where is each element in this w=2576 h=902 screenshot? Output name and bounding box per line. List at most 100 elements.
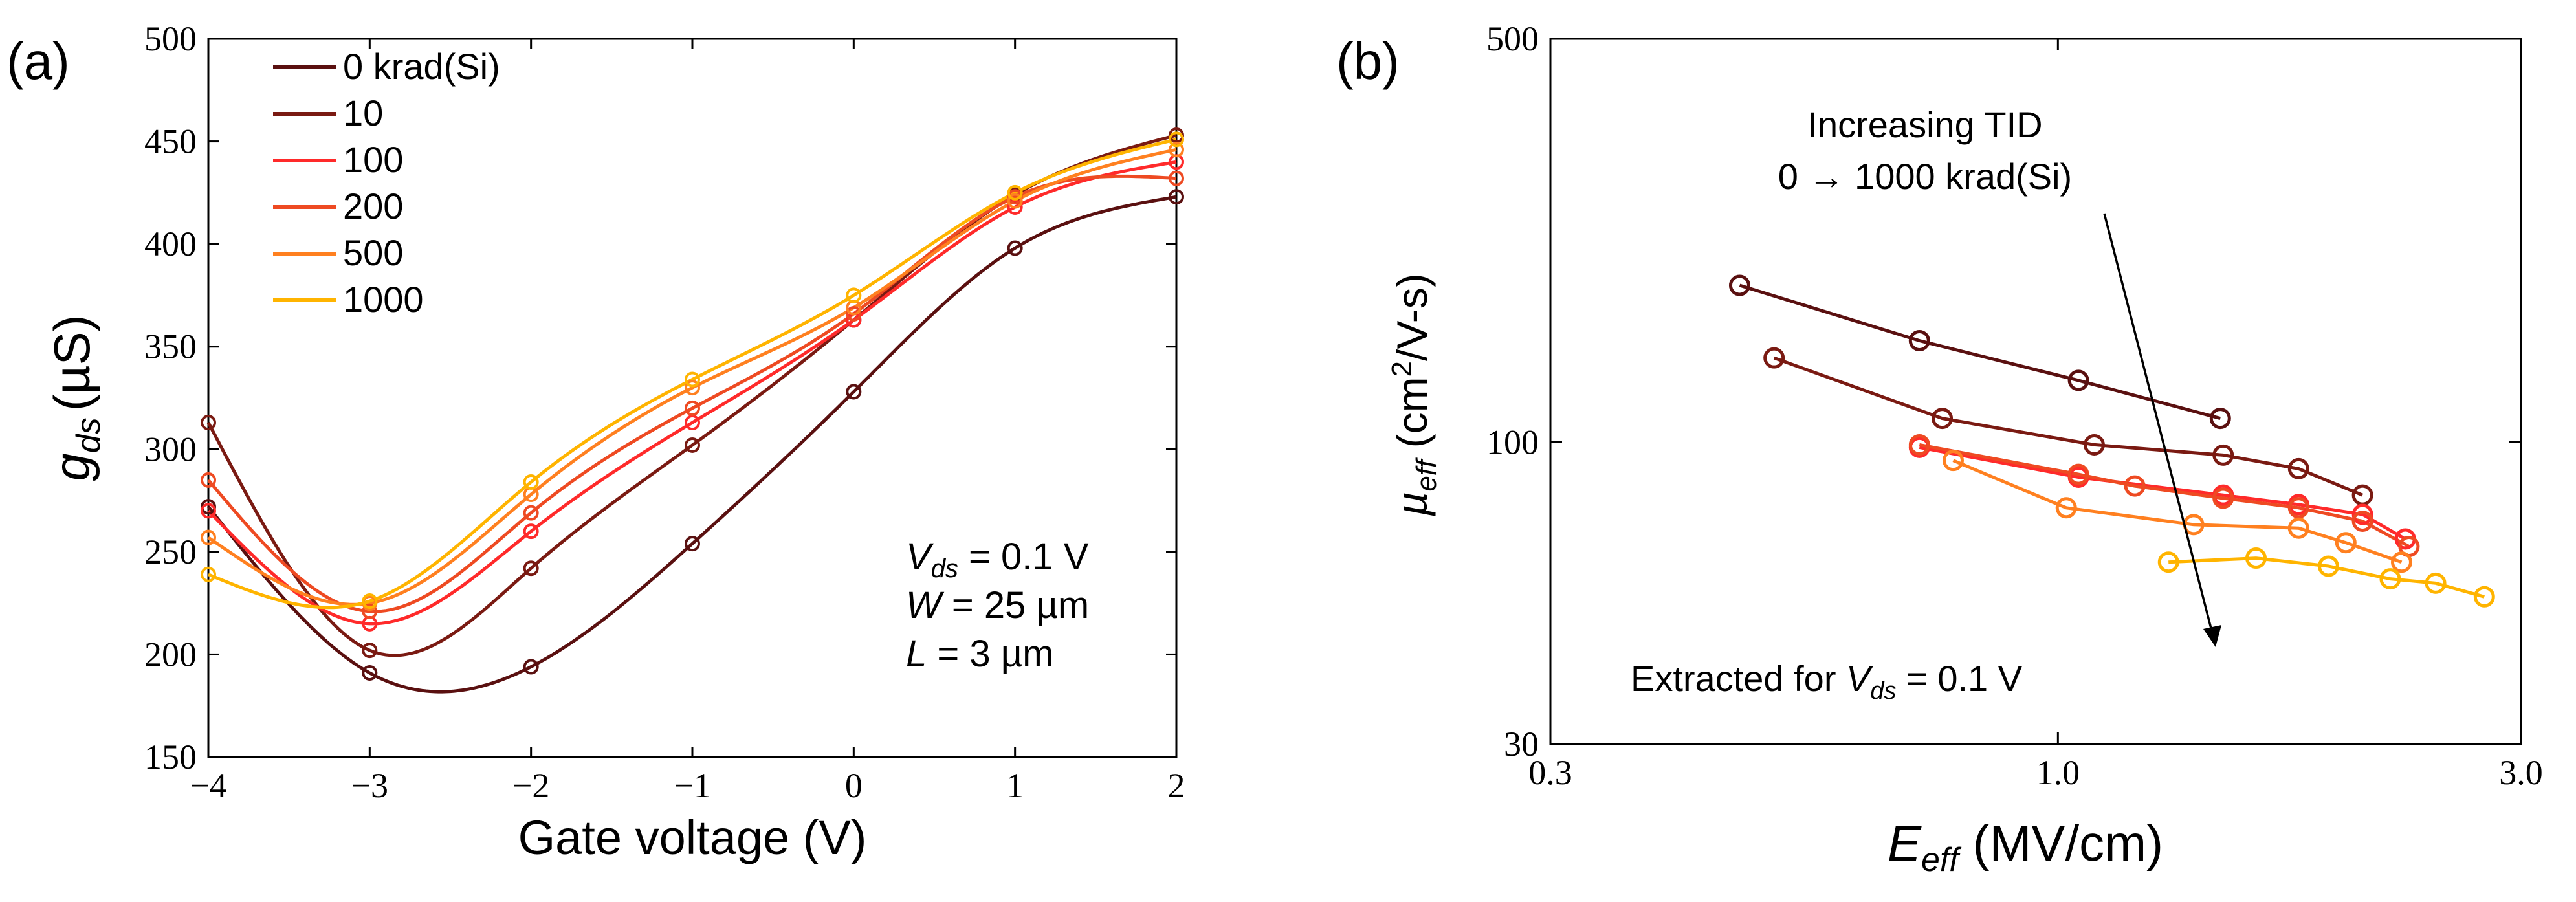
chart-a-point: [685, 415, 700, 431]
chart-a-ytick-label: 200: [144, 635, 197, 674]
legend-label: 200: [343, 186, 403, 226]
chart-a-xtick-label: 2: [1168, 766, 1185, 805]
chart-a-point: [523, 560, 539, 577]
chart-a-xlabel: Gate voltage (V): [518, 811, 867, 864]
chart-b-point: [2245, 547, 2267, 569]
chart-b-point: [1908, 329, 1930, 351]
chart-a-ytick-label: 450: [144, 122, 197, 161]
chart-b-ytick-label: 100: [1486, 423, 1539, 462]
chart-a-ytick-label: 150: [144, 738, 197, 776]
chart-b-point: [2083, 434, 2105, 456]
chart-a-point: [1169, 189, 1184, 205]
chart-b-xtick-label: 1.0: [2036, 753, 2080, 792]
chart-b-point: [2212, 487, 2234, 509]
chart-a-xtick-label: 0: [845, 766, 863, 805]
chart-a-point: [523, 523, 539, 540]
chart-a-annotation-vds: Vds = 0.1 V: [906, 536, 1089, 583]
chart-a-ytick-label: 350: [144, 327, 197, 366]
chart-a-point: [846, 287, 862, 303]
chart-b-point: [2351, 503, 2373, 525]
chart-b-point: [2473, 586, 2495, 608]
chart-a-series-line: [208, 137, 1177, 610]
legend-label: 1000: [343, 279, 424, 320]
chart-b-point: [2287, 457, 2309, 479]
chart-b-point: [2287, 497, 2309, 519]
chart-b-point: [2209, 408, 2231, 430]
chart-b-point: [2067, 369, 2089, 391]
chart-b-ytick-label: 500: [1486, 19, 1539, 58]
chart-b-point: [2287, 517, 2309, 539]
chart-b-trend-arrow-head: [2203, 625, 2221, 647]
chart-b-series-line: [1739, 283, 2221, 421]
chart-a-point: [201, 529, 216, 545]
chart-b-series-line: [1919, 443, 2410, 548]
chart-b-point: [1728, 274, 1750, 296]
chart-a-point: [685, 380, 700, 396]
chart-b-ylabel: µeff (cm2/V-s): [1386, 273, 1442, 516]
chart-a-point: [1169, 142, 1184, 158]
chart-b-xlabel: Eeff (MV/cm): [1888, 815, 2163, 879]
chart-a: −4 −3 −2 −1 0 1 2 150 200 250 300 350 400 450 500 0 kr…: [43, 19, 1185, 864]
chart-b-point: [1763, 347, 1785, 369]
chart-b-xtick-label: 3.0: [2499, 753, 2543, 792]
chart-b-point: [1942, 450, 1964, 472]
chart-a-point: [1007, 184, 1023, 201]
chart-b-trend-line1: Increasing TID: [1807, 104, 2042, 145]
panel-b-label: (b): [1336, 32, 1400, 90]
chart-b-extract-note: Extracted for Vds = 0.1 V: [1631, 658, 2023, 705]
chart-b-trend-line2: 0 → 1000 krad(Si): [1778, 156, 2072, 197]
chart-b-trend-arrow-shaft: [2103, 213, 2213, 632]
chart-b: 0.3 1.0 3.0 30 100 500 Eeff (MV/cm) µeff (cm2…: [1386, 19, 2543, 879]
chart-a-series-line: [207, 174, 1177, 613]
chart-b-point: [2317, 555, 2339, 577]
chart-b-point: [2067, 463, 2089, 485]
chart-a-ytick-label: 300: [144, 430, 197, 468]
legend-label: 0 krad(Si): [343, 46, 500, 87]
chart-b-point: [2390, 551, 2412, 573]
chart-b-point: [2055, 497, 2077, 519]
panel-a-label: (a): [6, 32, 70, 90]
chart-a-point: [523, 505, 539, 521]
chart-b-point: [2425, 572, 2447, 594]
chart-a-annotation-w: W = 25 µm: [906, 584, 1089, 626]
chart-a-point: [201, 415, 216, 431]
chart-b-point: [2124, 475, 2146, 497]
chart-a-point: [1007, 240, 1023, 256]
chart-a-xtick-label: −3: [351, 766, 388, 805]
chart-b-point: [1908, 434, 1930, 456]
chart-a-point: [1169, 131, 1184, 148]
chart-b-series-line: [1773, 356, 2364, 497]
chart-a-point: [685, 536, 700, 552]
chart-a-point: [1007, 199, 1023, 215]
chart-a-ytick-label: 250: [144, 533, 197, 571]
chart-a-point: [362, 593, 378, 609]
chart-b-ytick-label: 30: [1504, 725, 1539, 764]
chart-a-point: [362, 603, 378, 619]
chart-a-point: [846, 384, 862, 400]
chart-b-xtick-label: 0.3: [1528, 753, 1572, 792]
legend-label: 100: [343, 139, 403, 180]
chart-b-point: [2157, 551, 2179, 573]
chart-b-point: [2351, 484, 2373, 506]
chart-a-xtick-label: −1: [674, 766, 710, 805]
chart-b-point: [2379, 568, 2401, 590]
chart-a-point: [1007, 193, 1023, 209]
chart-a-point: [201, 566, 216, 582]
chart-a-point: [523, 474, 539, 490]
chart-a-xtick-label: 1: [1006, 766, 1024, 805]
chart-a-annotation-l: L = 3 µm: [906, 633, 1053, 675]
chart-a-ylabel: gds(µS): [43, 314, 107, 481]
chart-a-point: [362, 643, 378, 659]
chart-a-point: [685, 371, 700, 388]
chart-a-point: [1169, 170, 1184, 186]
chart-a-point: [201, 503, 216, 519]
chart-a-xtick-label: −2: [512, 766, 549, 805]
chart-b-point: [2212, 444, 2234, 466]
chart-a-point: [201, 472, 216, 488]
legend-label: 500: [343, 232, 403, 273]
chart-b-frame: [1549, 38, 2522, 745]
chart-b-point: [2351, 510, 2373, 532]
chart-a-ytick-label: 400: [144, 225, 197, 263]
chart-a-point: [846, 305, 862, 322]
